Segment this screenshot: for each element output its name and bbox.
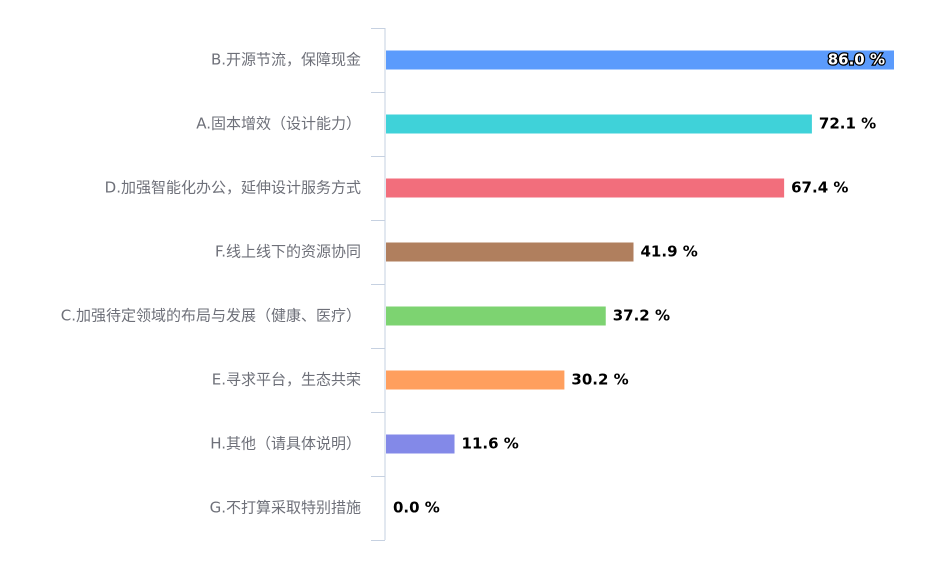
bar: [386, 242, 634, 262]
category-label: F.线上线下的资源协同: [215, 243, 361, 261]
value-label: 86.0 %: [828, 51, 885, 69]
value-label: 37.2 %: [613, 307, 670, 325]
bar: [386, 114, 812, 134]
bar: [386, 306, 606, 326]
value-label: 30.2 %: [571, 371, 628, 389]
y-axis: [371, 28, 386, 541]
category-label: E.寻求平台，生态共荣: [212, 371, 361, 389]
value-label: 0.0 %: [393, 499, 440, 517]
bar: [386, 50, 894, 70]
category-label: D.加强智能化办公，延伸设计服务方式: [105, 179, 361, 197]
value-label: 11.6 %: [462, 435, 519, 453]
category-label: B.开源节流，保障现金: [211, 51, 361, 69]
category-label: C.加强待定领域的布局与发展（健康、医疗）: [61, 307, 361, 325]
category-label: G.不打算采取特别措施: [210, 499, 361, 517]
value-label: 72.1 %: [819, 115, 876, 133]
bar: [386, 434, 455, 454]
category-label: A.固本增效（设计能力）: [196, 115, 361, 133]
bars: [386, 50, 894, 454]
category-label: H.其他（请具体说明）: [210, 435, 361, 453]
value-label: 41.9 %: [641, 243, 698, 261]
labels: B.开源节流，保障现金 86.0 % A.固本增效（设计能力） 72.1 % D.加强智…: [61, 49, 887, 517]
value-label: 67.4 %: [791, 179, 848, 197]
bar: [386, 370, 565, 390]
bar: [386, 178, 785, 198]
